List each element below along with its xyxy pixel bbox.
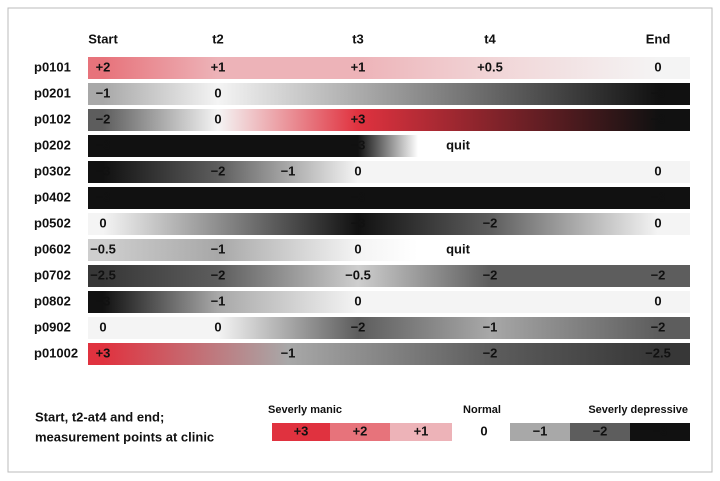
value-label: 0: [99, 319, 106, 334]
value-label: 0: [654, 215, 661, 230]
value-label: +1: [351, 59, 366, 74]
value-label: −2: [211, 267, 226, 282]
legend-group: Severly manic: [268, 404, 342, 416]
value-label: −2.5: [645, 345, 671, 360]
value-label: −3: [651, 189, 666, 204]
trajectory-bar: [88, 265, 690, 287]
value-label: −2: [211, 163, 226, 178]
legend-label: 0: [480, 423, 487, 438]
value-label: −3: [651, 85, 666, 100]
value-label: −2: [96, 111, 111, 126]
row-label: p0702: [34, 267, 71, 282]
value-label: 0: [214, 111, 221, 126]
value-label: 0: [654, 59, 661, 74]
row-label: p0902: [34, 319, 71, 334]
value-label: −2: [351, 319, 366, 334]
value-label: −1: [281, 345, 296, 360]
value-label: −0.5: [90, 241, 116, 256]
note-line: Start, t2-at4 and end;: [35, 409, 164, 424]
value-label: −2.5: [90, 267, 116, 282]
legend-swatch: [510, 423, 570, 441]
trajectory-bar: [88, 187, 690, 209]
row-label: p0802: [34, 293, 71, 308]
value-label: −1: [281, 163, 296, 178]
value-label: −1: [211, 241, 226, 256]
trajectory-bar: [88, 83, 690, 105]
value-label: −0.5: [345, 267, 371, 282]
quit-label: quit: [446, 137, 470, 152]
trajectory-bar: [88, 343, 690, 365]
trajectory-bar: [88, 109, 690, 131]
value-label: +2: [96, 59, 111, 74]
trajectory-bar: [88, 135, 418, 157]
note-line: measurement points at clinic: [35, 429, 214, 444]
value-label: −2: [483, 345, 498, 360]
value-label: −3: [651, 111, 666, 126]
row-label: p01002: [34, 345, 78, 360]
value-label: +3: [96, 345, 111, 360]
value-label: −3: [96, 293, 111, 308]
x-tick-label: Start: [88, 31, 118, 46]
row-label: p0102: [34, 111, 71, 126]
value-label: −1: [211, 293, 226, 308]
value-label: −3: [351, 215, 366, 230]
value-label: +0.5: [477, 59, 503, 74]
legend-label: −1: [533, 423, 548, 438]
legend-group: Normal: [463, 404, 501, 416]
x-tick-label: t2: [212, 31, 224, 46]
trajectory-bar: [88, 57, 690, 79]
row-label: p0202: [34, 137, 71, 152]
legend-label: +2: [353, 423, 368, 438]
value-label: 0: [654, 293, 661, 308]
row-label: p0402: [34, 189, 71, 204]
x-tick-label: End: [646, 31, 671, 46]
x-tick-label: t4: [484, 31, 496, 46]
row-label: p0201: [34, 85, 71, 100]
trajectory-bar: [88, 239, 418, 261]
legend-swatch: [630, 423, 690, 441]
value-label: −3: [96, 163, 111, 178]
trajectory-bar: [88, 291, 690, 313]
value-label: −1: [483, 319, 498, 334]
value-label: 0: [354, 163, 361, 178]
trajectory-bar: [88, 213, 690, 235]
value-label: −2: [651, 319, 666, 334]
value-label: +1: [211, 59, 226, 74]
quit-label: quit: [446, 241, 470, 256]
value-label: −2: [483, 267, 498, 282]
value-label: −2: [651, 267, 666, 282]
row-label: p0602: [34, 241, 71, 256]
legend-label: +1: [414, 423, 429, 438]
x-tick-label: t3: [352, 31, 364, 46]
value-label: −3: [351, 137, 366, 152]
value-label: −3: [351, 189, 366, 204]
value-label: 0: [214, 85, 221, 100]
legend-label: −3: [653, 423, 668, 438]
legend-label: +3: [294, 423, 309, 438]
value-label: −2: [483, 215, 498, 230]
trajectory-bar: [88, 161, 690, 183]
value-label: 0: [214, 319, 221, 334]
row-label: p0502: [34, 215, 71, 230]
value-label: +3: [351, 111, 366, 126]
row-label: p0302: [34, 163, 71, 178]
value-label: 0: [654, 163, 661, 178]
legend-label: −2: [593, 423, 608, 438]
legend-swatch: [570, 423, 630, 441]
value-label: −1: [96, 85, 111, 100]
legend-group: Severly depressive: [588, 404, 688, 416]
value-label: −3: [96, 137, 111, 152]
legend-swatch: [272, 423, 330, 441]
value-label: 0: [99, 215, 106, 230]
value-label: 0: [354, 241, 361, 256]
value-label: −3: [96, 189, 111, 204]
value-label: 0: [354, 293, 361, 308]
row-label: p0101: [34, 59, 71, 74]
trajectory-bar: [88, 317, 690, 339]
legend-swatch: [390, 423, 452, 441]
legend-swatch: [330, 423, 390, 441]
